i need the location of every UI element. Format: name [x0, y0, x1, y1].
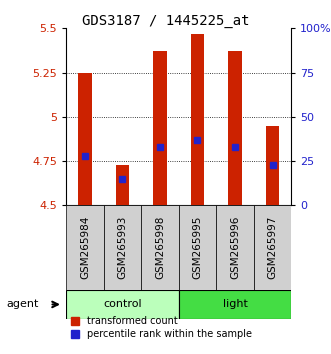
Text: GSM265996: GSM265996: [230, 216, 240, 280]
Bar: [141, 205, 179, 290]
Text: control: control: [103, 299, 142, 309]
Text: agent: agent: [7, 299, 39, 309]
Bar: [216, 205, 254, 290]
Bar: [266, 126, 279, 205]
Bar: [66, 205, 104, 290]
Bar: [179, 205, 216, 290]
Text: GDS3187 / 1445225_at: GDS3187 / 1445225_at: [82, 14, 249, 28]
Bar: [153, 51, 166, 205]
Text: light: light: [222, 299, 248, 309]
Legend: transformed count, percentile rank within the sample: transformed count, percentile rank withi…: [71, 316, 252, 339]
Text: GSM265998: GSM265998: [155, 216, 165, 280]
Bar: [228, 51, 242, 205]
Bar: [78, 73, 91, 205]
Text: GSM265997: GSM265997: [267, 216, 277, 280]
Bar: [104, 205, 141, 290]
Bar: [66, 290, 179, 319]
Bar: [191, 34, 204, 205]
Text: GSM265993: GSM265993: [118, 216, 127, 280]
Bar: [116, 165, 129, 205]
Text: GSM265984: GSM265984: [80, 216, 90, 280]
Bar: [179, 290, 291, 319]
Bar: [254, 205, 291, 290]
Text: GSM265995: GSM265995: [193, 216, 203, 280]
